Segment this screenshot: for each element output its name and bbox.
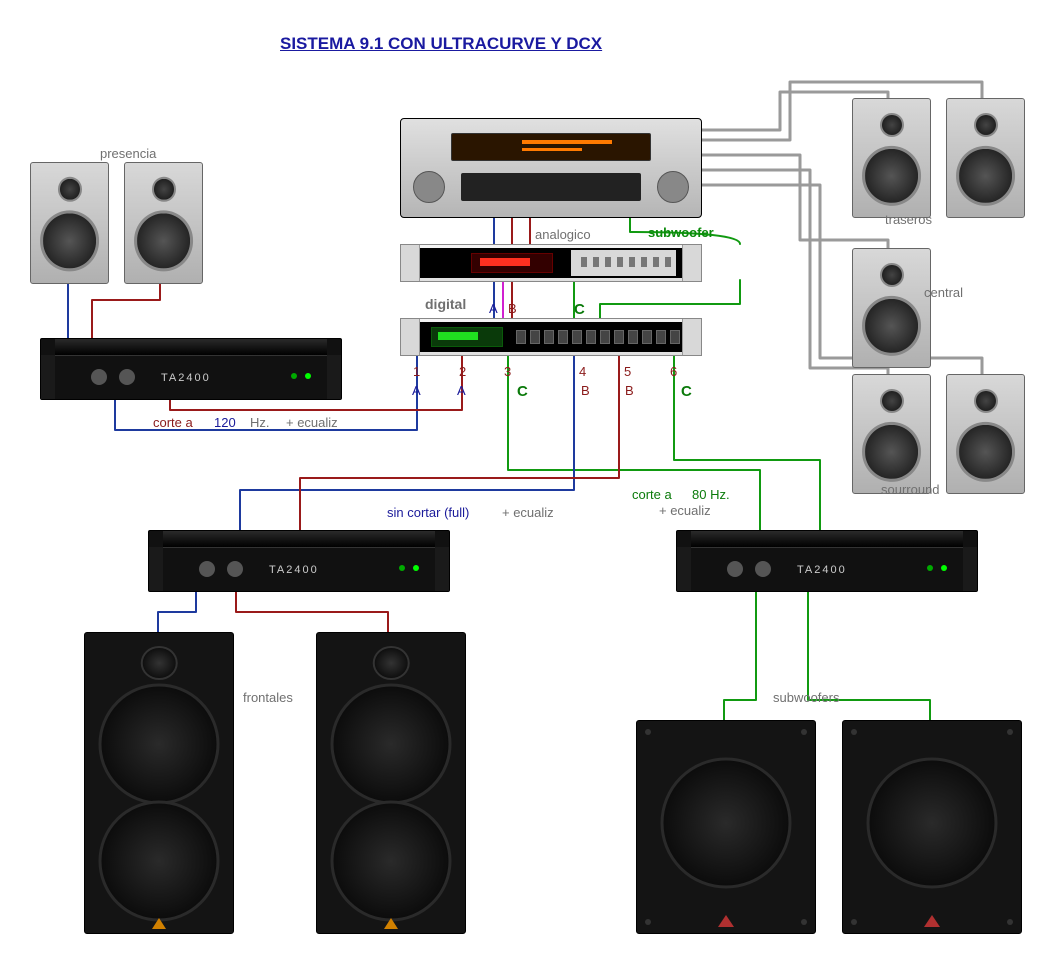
amp-subwoofers: TA2400 bbox=[676, 530, 978, 592]
label-n1: 1 bbox=[413, 364, 420, 379]
label-subwoofer: subwoofer bbox=[648, 225, 714, 240]
label-sincortar2: + ecualiz bbox=[502, 505, 554, 520]
label-sourround: sourround bbox=[881, 482, 940, 497]
speaker-subL bbox=[636, 720, 816, 934]
label-subwoofers: subwoofers bbox=[773, 690, 839, 705]
diagram-title: SISTEMA 9.1 CON ULTRACURVE Y DCX bbox=[280, 34, 602, 54]
label-pB2: B bbox=[625, 383, 634, 398]
diagram-stage: SISTEMA 9.1 CON ULTRACURVE Y DCX TA2400 … bbox=[0, 0, 1054, 963]
label-n2: 2 bbox=[459, 364, 466, 379]
label-digital: digital bbox=[425, 296, 466, 312]
label-corte80a: corte a bbox=[632, 487, 672, 502]
label-frontales: frontales bbox=[243, 690, 293, 705]
ultracurve-unit bbox=[400, 244, 702, 282]
speaker-presR bbox=[124, 162, 203, 284]
speaker-presL bbox=[30, 162, 109, 284]
amp-presencia: TA2400 bbox=[40, 338, 342, 400]
label-pA1: A bbox=[412, 383, 421, 398]
label-corte120c: Hz. bbox=[250, 415, 270, 430]
av-receiver bbox=[400, 118, 702, 218]
label-central: central bbox=[924, 285, 963, 300]
speaker-trasL bbox=[852, 98, 931, 218]
label-n6: 6 bbox=[670, 364, 677, 379]
label-pC1: C bbox=[517, 383, 528, 400]
label-corte120a: corte a bbox=[153, 415, 193, 430]
label-A1: A bbox=[489, 301, 498, 316]
speaker-frontL bbox=[84, 632, 234, 934]
label-C1: C bbox=[574, 301, 585, 318]
label-corte80c: + ecualiz bbox=[659, 503, 711, 518]
label-B1: B bbox=[508, 301, 517, 316]
speaker-surrL bbox=[852, 374, 931, 494]
dcx-unit bbox=[400, 318, 702, 356]
amp-frontales: TA2400 bbox=[148, 530, 450, 592]
label-n3: 3 bbox=[504, 364, 511, 379]
label-presencia: presencia bbox=[100, 146, 156, 161]
label-corte120d: + ecualiz bbox=[286, 415, 338, 430]
speaker-frontR bbox=[316, 632, 466, 934]
label-n4: 4 bbox=[579, 364, 586, 379]
label-pA2: A bbox=[457, 383, 466, 398]
label-pC2: C bbox=[681, 383, 692, 400]
speaker-trasR bbox=[946, 98, 1025, 218]
label-pB1: B bbox=[581, 383, 590, 398]
label-analogico: analogico bbox=[535, 227, 591, 242]
speaker-surrR bbox=[946, 374, 1025, 494]
label-n5: 5 bbox=[624, 364, 631, 379]
label-corte80b: 80 Hz. bbox=[692, 487, 730, 502]
speaker-centL bbox=[852, 248, 931, 368]
label-traseros: traseros bbox=[885, 212, 932, 227]
label-corte120b: 120 bbox=[214, 415, 236, 430]
label-sincortar: sin cortar (full) bbox=[387, 505, 469, 520]
speaker-subR bbox=[842, 720, 1022, 934]
